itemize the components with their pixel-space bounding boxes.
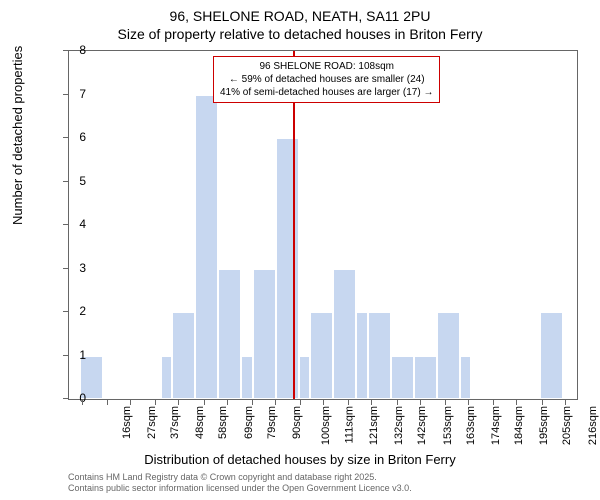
x-axis-label: Distribution of detached houses by size … [0,452,600,467]
histogram-bar [161,356,172,400]
y-tick-mark [63,50,68,51]
x-tick-mark [420,400,421,405]
callout-line2: ← 59% of detached houses are smaller (24… [229,74,425,85]
x-tick-label: 69sqm [243,406,255,439]
callout-line1: 96 SHELONE ROAD: 108sqm [259,61,394,72]
histogram-bar [540,312,563,399]
y-tick-mark [63,355,68,356]
callout-box: 96 SHELONE ROAD: 108sqm ← 59% of detached… [213,56,440,103]
x-tick-mark [371,400,372,405]
x-tick-mark [204,400,205,405]
histogram-bar [414,356,437,400]
histogram-bar [195,95,218,400]
x-tick-label: 79sqm [266,406,278,439]
x-tick-label: 195sqm [538,406,550,445]
footer-line1: Contains HM Land Registry data © Crown c… [68,472,377,482]
x-tick-label: 216sqm [587,406,599,445]
y-tick-mark [63,398,68,399]
histogram-bar [253,269,276,400]
x-tick-label: 132sqm [394,406,406,445]
reference-line [293,51,295,399]
x-tick-mark [348,400,349,405]
y-tick-mark [63,181,68,182]
y-tick-label: 2 [66,304,86,318]
x-tick-mark [275,400,276,405]
y-tick-mark [63,224,68,225]
x-tick-mark [155,400,156,405]
y-tick-label: 3 [66,261,86,275]
histogram-bar [241,356,252,400]
x-tick-mark [82,400,83,405]
y-tick-label: 8 [66,43,86,57]
histogram-bar [391,356,414,400]
x-tick-label: 205sqm [561,406,573,445]
x-tick-label: 174sqm [490,406,502,445]
histogram-bar [333,269,356,400]
x-tick-mark [516,400,517,405]
histogram-bar [276,138,299,399]
x-tick-mark [252,400,253,405]
x-tick-label: 111sqm [344,406,356,444]
y-tick-label: 1 [66,348,86,362]
x-tick-label: 184sqm [513,406,525,445]
x-tick-mark [445,400,446,405]
attribution-footer: Contains HM Land Registry data © Crown c… [68,472,412,494]
histogram-bar [172,312,195,399]
x-tick-label: 100sqm [320,406,332,445]
x-tick-label: 48sqm [194,406,206,439]
x-tick-mark [107,400,108,405]
x-tick-mark [130,400,131,405]
subtitle: Size of property relative to detached ho… [0,26,600,42]
x-tick-mark [493,400,494,405]
x-tick-mark [227,400,228,405]
histogram-bar [356,312,367,399]
x-tick-label: 153sqm [442,406,454,445]
chart-plot-area: 96 SHELONE ROAD: 108sqm ← 59% of detached… [68,50,578,400]
histogram-bar [437,312,460,399]
x-tick-mark [542,400,543,405]
histogram-bar [218,269,241,400]
x-tick-label: 163sqm [465,406,477,445]
y-tick-mark [63,268,68,269]
y-axis-label: Number of detached properties [10,46,25,225]
x-tick-label: 142sqm [417,406,429,445]
x-tick-mark [178,400,179,405]
y-tick-label: 7 [66,87,86,101]
y-tick-label: 4 [66,217,86,231]
y-tick-label: 6 [66,130,86,144]
x-tick-label: 58sqm [217,406,229,439]
y-tick-mark [63,311,68,312]
x-tick-label: 27sqm [146,406,158,439]
x-tick-mark [300,400,301,405]
x-tick-label: 90sqm [291,406,303,439]
x-tick-mark [323,400,324,405]
histogram-bar [299,356,310,400]
histogram-bar [460,356,471,400]
histogram-bar [368,312,391,399]
x-tick-label: 16sqm [121,406,133,439]
x-tick-mark [468,400,469,405]
y-tick-label: 5 [66,174,86,188]
callout-line3: 41% of semi-detached houses are larger (… [220,87,433,98]
footer-line2: Contains public sector information licen… [68,483,412,493]
y-tick-mark [63,137,68,138]
x-tick-label: 121sqm [368,406,380,445]
x-tick-label: 37sqm [169,406,181,439]
title-line1: 96, SHELONE ROAD, NEATH, SA11 2PU [0,8,600,24]
y-tick-mark [63,94,68,95]
histogram-bar [310,312,333,399]
y-tick-label: 0 [66,391,86,405]
x-tick-mark [565,400,566,405]
x-tick-mark [397,400,398,405]
